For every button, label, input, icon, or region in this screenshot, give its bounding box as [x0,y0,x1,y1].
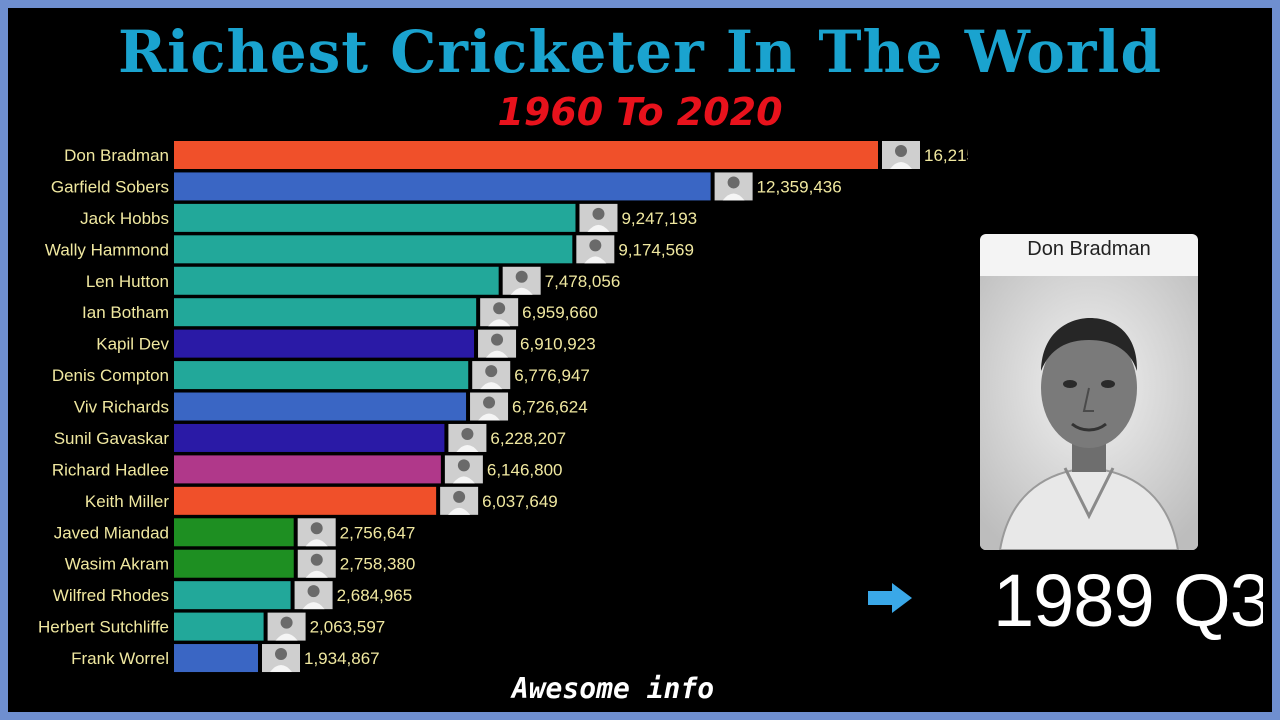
bar [174,235,573,264]
chart-title: Richest Cricketer In The World [117,18,1162,86]
value-label: 6,776,947 [514,366,590,385]
player-thumbnail-icon [294,581,333,610]
player-thumbnail-icon [448,423,487,452]
bar [174,266,499,295]
portrait-photo-icon [980,276,1198,550]
player-thumbnail-icon [470,392,509,421]
category-label: Ian Botham [82,303,169,322]
category-label: Herbert Sutchliffe [38,618,169,637]
value-label: 9,247,193 [621,209,697,228]
bar [174,518,294,547]
category-label: Sunil Gavaskar [54,429,170,448]
value-label: 2,756,647 [340,523,416,542]
bar [174,581,291,610]
player-thumbnail-icon [576,235,615,264]
value-label: 6,959,660 [522,303,598,322]
value-label: 7,478,056 [545,272,621,291]
highlight-card: Don Bradman [980,234,1198,550]
category-label: Wilfred Rhodes [53,586,169,605]
bar [174,361,469,390]
player-thumbnail-icon [579,203,618,232]
bar-chart: Don Bradman 16,215,056 Garfield Sobers 12,3… [38,141,968,673]
bar [174,549,294,578]
bar [174,298,477,327]
value-label: 2,758,380 [340,555,416,574]
player-thumbnail-icon [502,266,541,295]
value-label: 1,934,867 [304,649,380,668]
category-label: Javed Miandad [54,523,169,542]
value-label: 6,228,207 [490,429,566,448]
value-label: 16,215,056 [924,146,968,165]
category-label: Frank Worrel [71,649,169,668]
category-label: Garfield Sobers [51,177,169,196]
category-label: Viv Richards [74,398,169,417]
bar [174,329,475,358]
value-label: 6,037,649 [482,492,558,511]
chart-subtitle: 1960 To 2020 [497,90,783,134]
category-label: Don Bradman [64,146,169,165]
value-label: 6,146,800 [487,460,563,479]
bar [174,455,441,484]
footer-text: Awesome info [511,672,715,705]
value-label: 2,063,597 [310,618,386,637]
player-thumbnail-icon [480,298,519,327]
player-thumbnail-icon [297,549,336,578]
value-label: 2,684,965 [337,586,413,605]
player-thumbnail-icon [297,518,336,547]
player-thumbnail-icon [262,644,301,673]
category-label: Len Hutton [86,272,169,291]
category-label: Kapil Dev [96,335,169,354]
player-thumbnail-icon [714,172,753,201]
value-label: 12,359,436 [757,177,842,196]
bar [174,423,445,452]
period-label: 1989 Q3 [993,559,1263,642]
category-label: Wally Hammond [45,240,169,259]
value-label: 6,910,923 [520,335,596,354]
category-label: Denis Compton [52,366,169,385]
player-thumbnail-icon [882,141,920,169]
player-thumbnail-icon [267,612,306,641]
bar [174,203,576,232]
bar [174,392,467,421]
category-label: Richard Hadlee [52,460,169,479]
chart-frame: Richest Cricketer In The World 1960 To 2… [8,8,1272,712]
category-label: Jack Hobbs [80,209,169,228]
highlight-name: Don Bradman [1027,238,1151,260]
category-label: Keith Miller [85,492,169,511]
player-thumbnail-icon [440,486,479,515]
value-label: 6,726,624 [512,398,588,417]
category-label: Wasim Akram [65,555,169,574]
arrow-right-icon [868,583,912,613]
bar [174,644,259,673]
player-thumbnail-icon [472,361,511,390]
bar [174,172,711,201]
bar [174,486,437,515]
value-label: 9,174,569 [618,240,694,259]
bar [174,141,878,169]
player-thumbnail-icon [478,329,517,358]
bar [174,612,264,641]
player-thumbnail-icon [444,455,483,484]
